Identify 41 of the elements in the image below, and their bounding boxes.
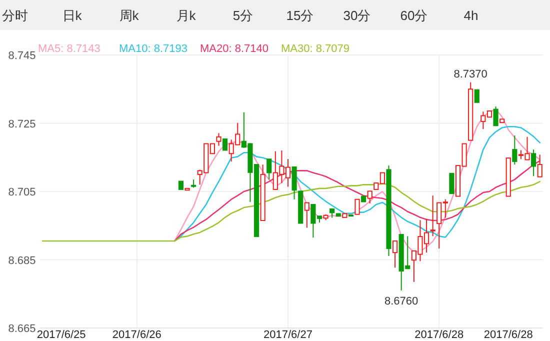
text: MA5: 8.7143 — [38, 43, 100, 55]
candlestick — [216, 132, 222, 146]
candlestick — [531, 149, 536, 177]
candlestick — [474, 89, 480, 103]
candlestick — [367, 190, 372, 204]
candlestick — [430, 195, 436, 237]
candlestick — [392, 240, 398, 268]
candlestick — [354, 198, 360, 215]
candlestick — [537, 154, 542, 178]
text: 4h — [464, 8, 478, 23]
candlestick — [222, 138, 228, 151]
annotation: 8.6760 — [384, 295, 418, 308]
x-tick-label: 2017/6/27 — [264, 329, 312, 341]
annotation: 8.7370 — [454, 68, 488, 80]
text: 日k — [62, 8, 82, 23]
y-tick-label: 8.725 — [8, 118, 36, 130]
text: 分时 — [2, 8, 28, 23]
y-tick-label: 8.685 — [8, 254, 36, 267]
candlestick — [304, 202, 310, 228]
x-tick-label: 2017/6/25 — [36, 329, 86, 341]
candlestick — [512, 135, 518, 166]
x-tick-label: 2017/6/28 — [414, 329, 464, 341]
x-tick-label: 2017/6/28 — [484, 329, 533, 341]
candlestick — [266, 158, 272, 180]
candlestick — [449, 172, 454, 194]
text: 5分 — [232, 8, 254, 23]
y-tick-label: 8.665 — [8, 323, 36, 335]
text: 周k — [119, 8, 140, 23]
candlestick — [493, 106, 498, 126]
y-tick-label: 8.705 — [8, 186, 36, 198]
text: 15分 — [286, 8, 314, 23]
candlestick — [292, 166, 297, 200]
line-series — [42, 180, 540, 242]
text: MA20: 8.7140 — [200, 43, 268, 55]
text: 30分 — [343, 8, 371, 23]
text: MA10: 8.7193 — [119, 43, 188, 55]
text: MA30: 8.7079 — [281, 43, 350, 55]
x-tick-label: 2017/6/26 — [112, 329, 162, 341]
text: 60分 — [400, 8, 428, 23]
y-tick-label: 8.745 — [8, 50, 36, 62]
text: 月k — [176, 8, 196, 23]
